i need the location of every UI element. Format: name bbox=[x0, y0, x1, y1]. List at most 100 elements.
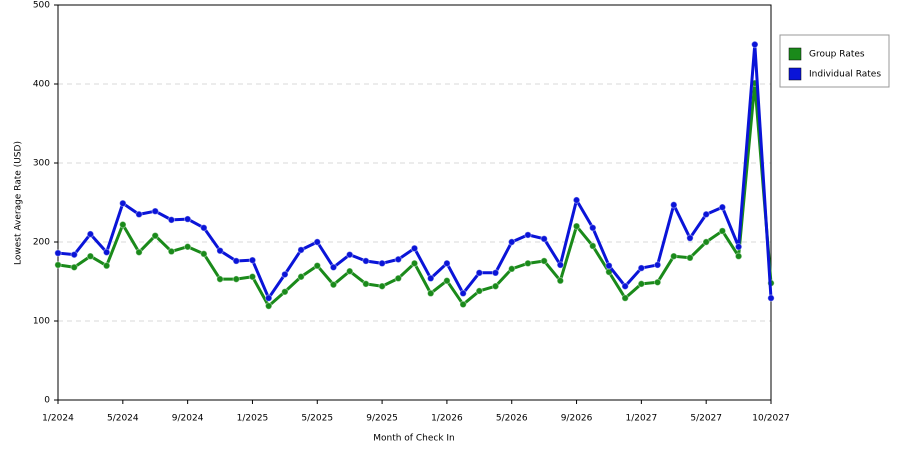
data-point bbox=[151, 231, 159, 240]
y-tick-label: 200 bbox=[33, 238, 50, 248]
data-point bbox=[200, 224, 208, 232]
y-tick-label: 100 bbox=[33, 317, 50, 327]
data-point bbox=[345, 250, 354, 259]
data-point bbox=[248, 273, 257, 281]
data-point bbox=[216, 275, 224, 283]
data-point bbox=[637, 264, 646, 272]
x-tick-label: 1/2025 bbox=[237, 414, 269, 424]
data-point bbox=[264, 302, 273, 310]
x-tick-label: 9/2024 bbox=[172, 414, 204, 424]
data-point bbox=[378, 259, 386, 268]
data-point bbox=[653, 278, 662, 286]
data-point bbox=[167, 216, 176, 224]
data-point bbox=[686, 254, 694, 262]
x-tick-label: 1/2027 bbox=[626, 414, 658, 424]
y-tick-label: 300 bbox=[33, 159, 50, 169]
data-point bbox=[540, 257, 548, 265]
data-point bbox=[183, 243, 192, 251]
x-tick-label: 5/2024 bbox=[107, 414, 139, 424]
data-point bbox=[459, 300, 467, 309]
data-point bbox=[297, 273, 305, 281]
data-point bbox=[264, 294, 273, 302]
data-point bbox=[135, 210, 143, 219]
x-tick-label: 9/2025 bbox=[366, 414, 398, 424]
x-tick-label: 1/2026 bbox=[431, 414, 463, 424]
data-point bbox=[443, 259, 451, 268]
data-point bbox=[86, 230, 95, 238]
data-point bbox=[410, 244, 419, 253]
data-point bbox=[119, 199, 127, 207]
data-point bbox=[508, 265, 516, 273]
plot-frame bbox=[57, 4, 772, 401]
data-point bbox=[524, 259, 532, 268]
x-tick-label: 5/2026 bbox=[496, 414, 528, 424]
data-point bbox=[297, 246, 305, 254]
data-point bbox=[589, 242, 597, 250]
y-tick-label: 400 bbox=[33, 80, 50, 90]
data-point bbox=[216, 246, 224, 255]
y-axis-label: Lowest Average Rate (USD) bbox=[14, 141, 24, 265]
data-point bbox=[410, 259, 419, 268]
data-point bbox=[232, 275, 240, 283]
data-point bbox=[427, 274, 435, 283]
data-point bbox=[475, 269, 484, 277]
data-point bbox=[556, 261, 565, 269]
data-point bbox=[151, 207, 159, 215]
legend-label: Group Rates bbox=[809, 50, 865, 60]
x-tick-label: 1/2024 bbox=[42, 414, 74, 424]
data-point bbox=[670, 201, 678, 209]
data-point bbox=[102, 262, 111, 270]
data-point bbox=[670, 252, 678, 260]
data-point bbox=[248, 256, 257, 264]
data-point bbox=[572, 222, 581, 230]
data-point bbox=[718, 227, 727, 235]
data-point bbox=[459, 289, 467, 298]
data-point bbox=[653, 261, 662, 269]
data-point bbox=[637, 280, 646, 288]
data-point bbox=[86, 252, 95, 260]
data-point bbox=[734, 243, 743, 251]
data-point bbox=[345, 267, 354, 275]
data-point bbox=[281, 288, 289, 296]
legend-swatch bbox=[788, 47, 802, 61]
data-point bbox=[102, 248, 111, 256]
data-point bbox=[572, 196, 581, 204]
data-point bbox=[54, 261, 62, 269]
data-point bbox=[329, 263, 338, 271]
data-point bbox=[751, 40, 759, 49]
data-point bbox=[702, 238, 710, 246]
data-point bbox=[313, 262, 321, 270]
x-tick-label: 10/2027 bbox=[752, 414, 789, 424]
y-tick-label: 500 bbox=[33, 1, 50, 11]
data-point bbox=[70, 250, 78, 259]
data-point bbox=[524, 231, 532, 239]
data-point bbox=[135, 248, 143, 256]
x-tick-label: 5/2025 bbox=[301, 414, 333, 424]
data-point bbox=[54, 249, 62, 257]
x-tick-label: 9/2026 bbox=[561, 414, 593, 424]
data-point bbox=[718, 203, 727, 211]
data-point bbox=[200, 250, 208, 258]
data-point bbox=[443, 277, 451, 285]
data-point bbox=[281, 270, 289, 279]
legend-label: Individual Rates bbox=[809, 70, 881, 80]
data-point bbox=[621, 282, 629, 290]
data-point bbox=[589, 224, 597, 232]
data-point bbox=[167, 247, 176, 256]
data-point bbox=[329, 280, 338, 289]
data-point bbox=[362, 280, 370, 288]
data-point bbox=[491, 282, 500, 290]
data-point bbox=[475, 287, 484, 295]
data-point bbox=[183, 215, 192, 223]
data-point bbox=[119, 220, 127, 229]
x-axis-label: Month of Check In bbox=[373, 434, 455, 444]
data-point bbox=[394, 255, 402, 264]
data-point bbox=[313, 238, 321, 246]
data-point bbox=[508, 238, 516, 246]
data-point bbox=[605, 262, 613, 270]
data-point bbox=[621, 294, 629, 302]
data-point bbox=[702, 210, 710, 219]
data-point bbox=[686, 234, 694, 242]
data-point bbox=[556, 277, 565, 285]
